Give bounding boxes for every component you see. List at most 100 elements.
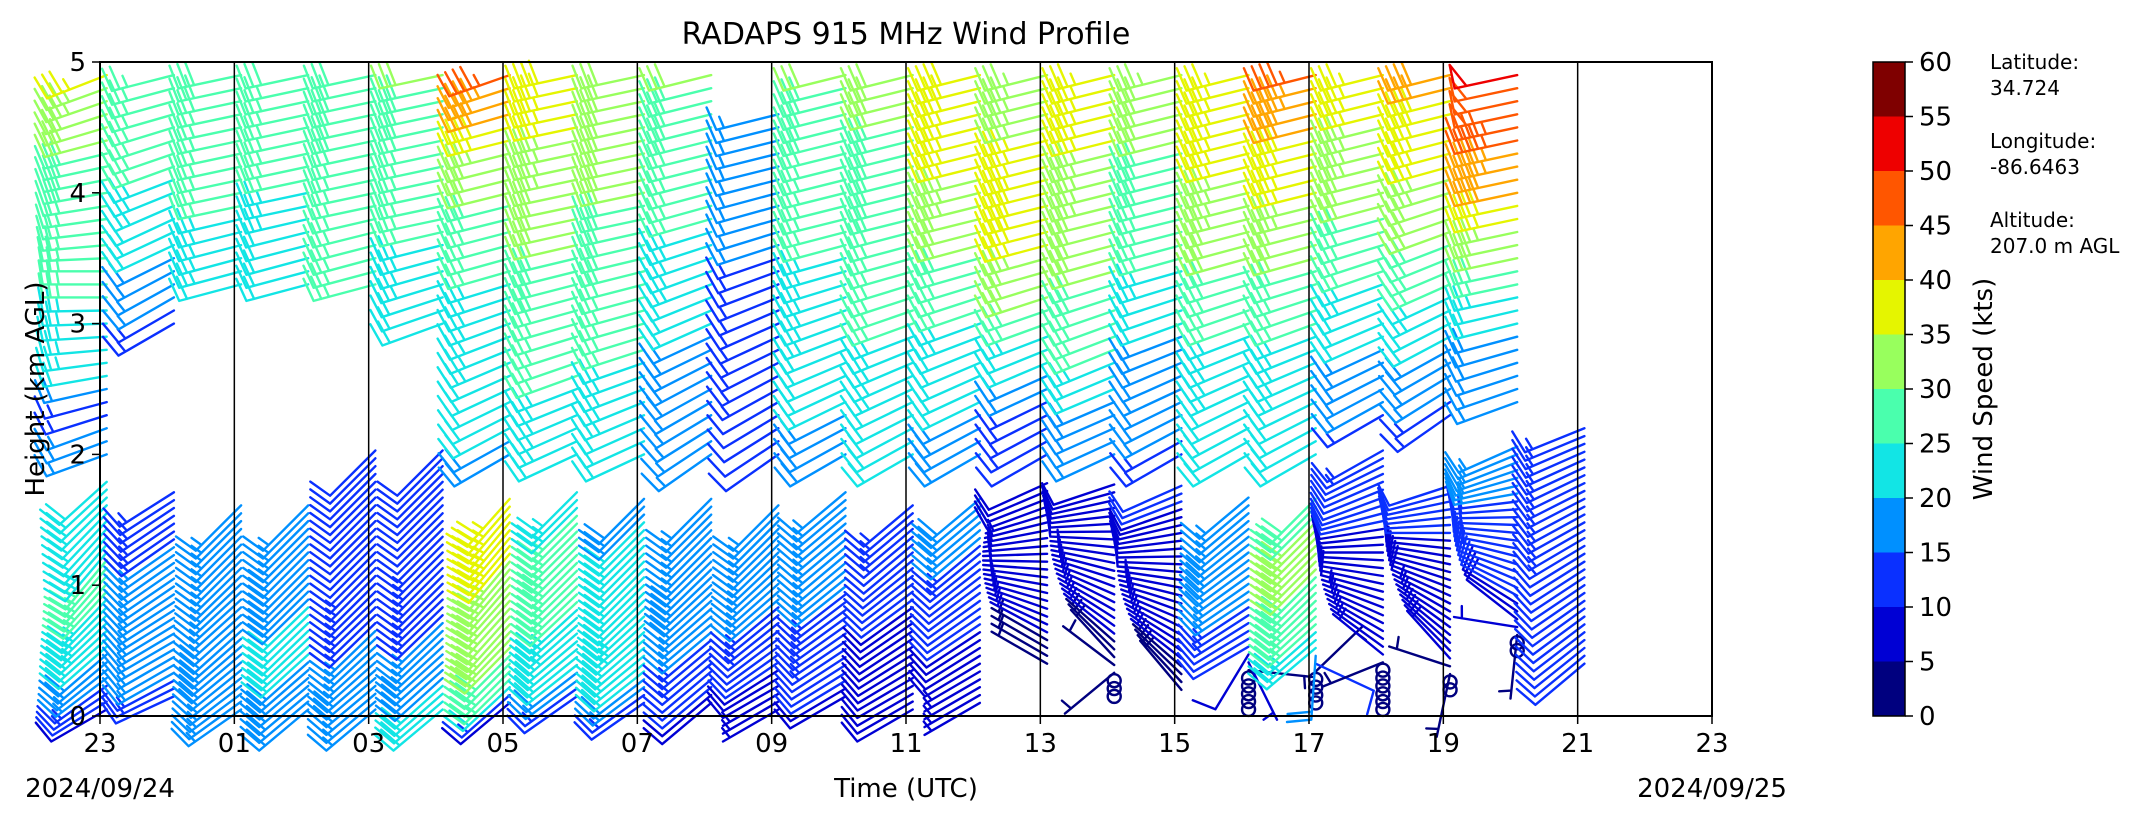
wind-barb [842,598,914,639]
wind-barb [642,670,713,714]
colorbar-segment [1873,552,1905,607]
wind-barb [705,309,780,337]
wind-barb [1444,285,1519,312]
wind-barb [1448,103,1519,129]
wind-barb [1108,515,1183,541]
wind-barb [570,372,646,399]
wind-barb [1108,400,1183,432]
wind-barb [1129,612,1183,660]
wind-barb [235,141,310,169]
plot-area [33,59,1713,752]
wind-barb [989,593,1049,634]
wind-barb [1175,320,1250,347]
wind-barb [168,128,243,155]
wind-barb [172,661,243,705]
wind-barb [1512,552,1586,589]
wind-barb [33,106,108,136]
wind-barb [1309,281,1385,308]
wind-barb [436,292,511,319]
wind-barb [1125,600,1183,644]
wind-barb [645,497,713,546]
wind-barb [239,700,310,744]
wind-barb [36,315,108,342]
wind-barb [1444,244,1519,273]
wind-barb [576,623,646,669]
wind-barb [1444,327,1519,355]
wind-barb [309,465,377,513]
wind-barb [100,120,176,148]
wind-barb [34,202,108,230]
wind-barb [839,320,914,347]
wind-barb [1331,607,1385,656]
wind-barb [908,662,982,698]
wind-barb [906,320,982,347]
wind-barb [571,113,646,142]
wind-barb [1242,234,1317,263]
wind-barb [841,637,914,676]
wind-barb [1108,414,1183,446]
wind-barb [1108,306,1183,333]
wind-barb [302,113,377,142]
wind-barb [38,653,108,698]
y-tick-label: 1 [69,571,86,601]
calm-wind-marker [1375,678,1391,694]
wind-barb [1514,638,1586,681]
wind-barb [34,189,108,218]
wind-barb [638,89,713,118]
wind-barb [508,632,579,677]
wind-barb [1059,575,1116,620]
wind-barb [374,661,444,707]
wind-barb [100,135,176,162]
wind-barb [1242,261,1317,291]
wind-barb [1176,637,1250,673]
wind-barb [376,504,444,552]
wind-barb [911,513,982,557]
wind-barb [1242,334,1317,361]
colorbar-tick-label: 40 [1919,266,1952,296]
wind-barb [574,670,646,713]
wind-barb [906,61,982,92]
wind-barb [706,427,780,464]
wind-barb [376,449,444,497]
wind-barb [772,236,847,263]
wind-barb [1329,601,1385,648]
wind-barb [43,567,108,618]
wind-barb [309,480,377,529]
wind-barb [571,245,646,275]
wind-barb [706,669,780,706]
wind-barb [1041,63,1116,92]
latitude-value: 34.724 [1990,76,2060,100]
wind-barb [302,100,377,129]
wind-barb [839,277,914,305]
wind-barb [705,296,780,323]
wind-barb [507,663,579,706]
wind-barb [1249,568,1317,616]
wind-barb [577,552,646,601]
wind-barb [974,387,1049,418]
wind-barb [772,209,847,236]
wind-barb [36,300,108,327]
wind-barb [441,701,511,746]
wind-barb [706,414,780,450]
wind-barb [638,63,713,92]
wind-barb [1399,587,1452,637]
wind-barb [240,661,310,707]
wind-barb [38,661,108,705]
wind-barb [41,598,108,648]
wind-barb [39,629,108,676]
wind-barb [571,74,646,103]
wind-barb [577,584,646,632]
wind-barb [1247,646,1317,691]
longitude-label: Longitude: [1990,129,2096,153]
wind-barb [772,156,847,184]
x-tick-label: 23 [1695,729,1728,759]
wind-barb [1309,502,1385,527]
wind-barb [571,232,646,261]
wind-barb [571,288,646,316]
wind-barb [1309,252,1385,280]
wind-barb [570,302,646,329]
wind-barb [1247,631,1317,676]
wind-barb [1377,486,1452,512]
wind-barb [839,220,914,250]
wind-barb [100,163,176,190]
